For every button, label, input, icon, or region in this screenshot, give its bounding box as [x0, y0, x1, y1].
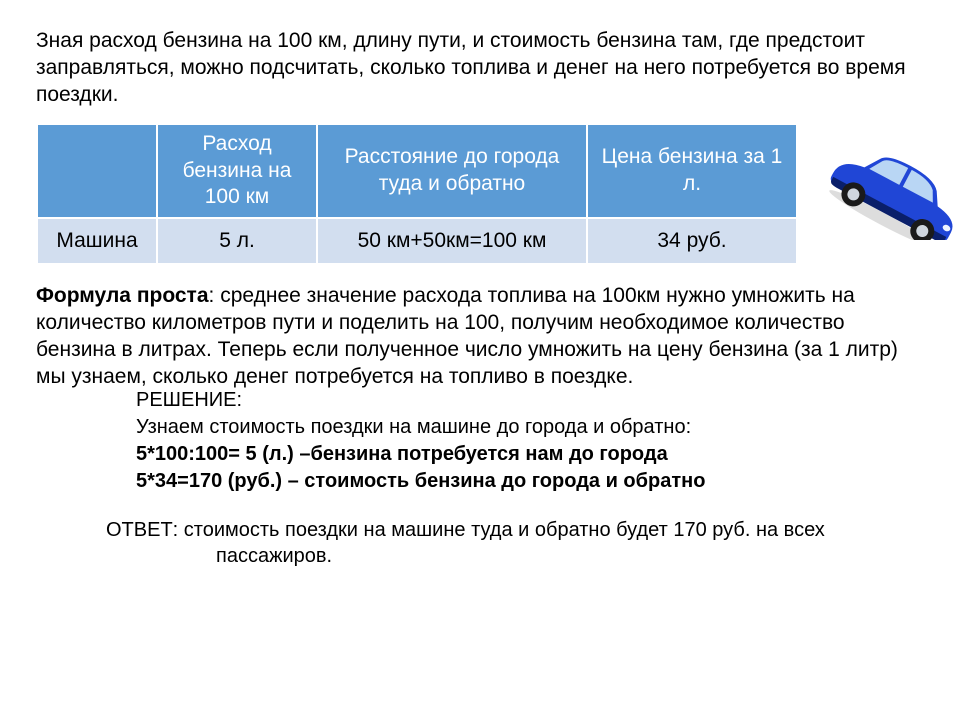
table-row: Машина 5 л. 50 км+50км=100 км 34 руб.: [37, 218, 797, 264]
solution-line1: Узнаем стоимость поездки на машине до го…: [136, 414, 924, 441]
intro-text: Зная расход бензина на 100 км, длину пут…: [36, 28, 924, 109]
formula-text: Формула проста: среднее значение расхода…: [36, 283, 924, 391]
solution-title: РЕШЕНИЕ:: [136, 387, 924, 414]
content-row: Расход бензина на 100 км Расстояние до г…: [36, 123, 924, 266]
table-header-price: Цена бензина за 1 л.: [587, 124, 797, 219]
table-header-row: Расход бензина на 100 км Расстояние до г…: [37, 124, 797, 219]
formula-lead: Формула проста: [36, 284, 209, 307]
solution-block: РЕШЕНИЕ: Узнаем стоимость поездки на маш…: [36, 387, 924, 495]
answer-line2: пассажиров.: [106, 543, 924, 569]
table-header-empty: [37, 124, 157, 219]
cell-consumption: 5 л.: [157, 218, 317, 264]
fuel-table: Расход бензина на 100 км Расстояние до г…: [36, 123, 798, 266]
solution-line2: 5*100:100= 5 (л.) –бензина потребуется н…: [136, 441, 924, 468]
table-header-distance: Расстояние до города туда и обратно: [317, 124, 587, 219]
row-label: Машина: [37, 218, 157, 264]
answer-block: ОТВЕТ: стоимость поездки на машине туда …: [36, 517, 924, 569]
solution-line3: 5*34=170 (руб.) – стоимость бензина до г…: [136, 468, 924, 495]
cell-distance: 50 км+50км=100 км: [317, 218, 587, 264]
table-header-consumption: Расход бензина на 100 км: [157, 124, 317, 219]
answer-line1: ОТВЕТ: стоимость поездки на машине туда …: [106, 517, 924, 543]
cell-price: 34 руб.: [587, 218, 797, 264]
